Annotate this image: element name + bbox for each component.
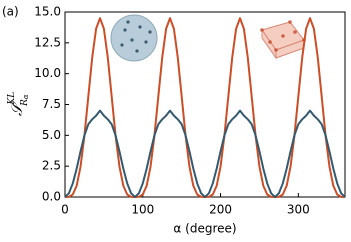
y-tick-label: 5.0 xyxy=(42,128,61,142)
inset-sphere xyxy=(110,14,158,62)
y-label-subsub: α xyxy=(22,94,30,99)
y-axis-label: 𝒮KL Rα xyxy=(7,92,31,116)
x-tick-label: 100 xyxy=(131,203,154,217)
x-tick-label: 300 xyxy=(287,203,310,217)
cube-dots xyxy=(260,20,306,52)
y-label-sub: R xyxy=(20,99,30,107)
y-tick-label: 10.0 xyxy=(34,66,61,80)
y-tick-label: 0.0 xyxy=(42,190,61,204)
x-axis-label: α (degree) xyxy=(173,222,236,236)
x-tick-label: 0 xyxy=(61,203,69,217)
line-series xyxy=(64,109,346,198)
y-tick-label: 7.5 xyxy=(42,97,61,111)
line-series xyxy=(64,17,346,198)
y-tick-label: 2.5 xyxy=(42,159,61,173)
y-tick-label: 15.0 xyxy=(34,5,61,19)
x-tick-label: 200 xyxy=(209,203,232,217)
sphere-dots xyxy=(120,20,152,53)
inset-cube xyxy=(260,20,306,60)
y-label-sup: KL xyxy=(7,92,17,106)
panel-label: (a) xyxy=(2,5,19,19)
y-tick-label: 12.5 xyxy=(34,35,61,49)
sphere xyxy=(110,14,158,62)
